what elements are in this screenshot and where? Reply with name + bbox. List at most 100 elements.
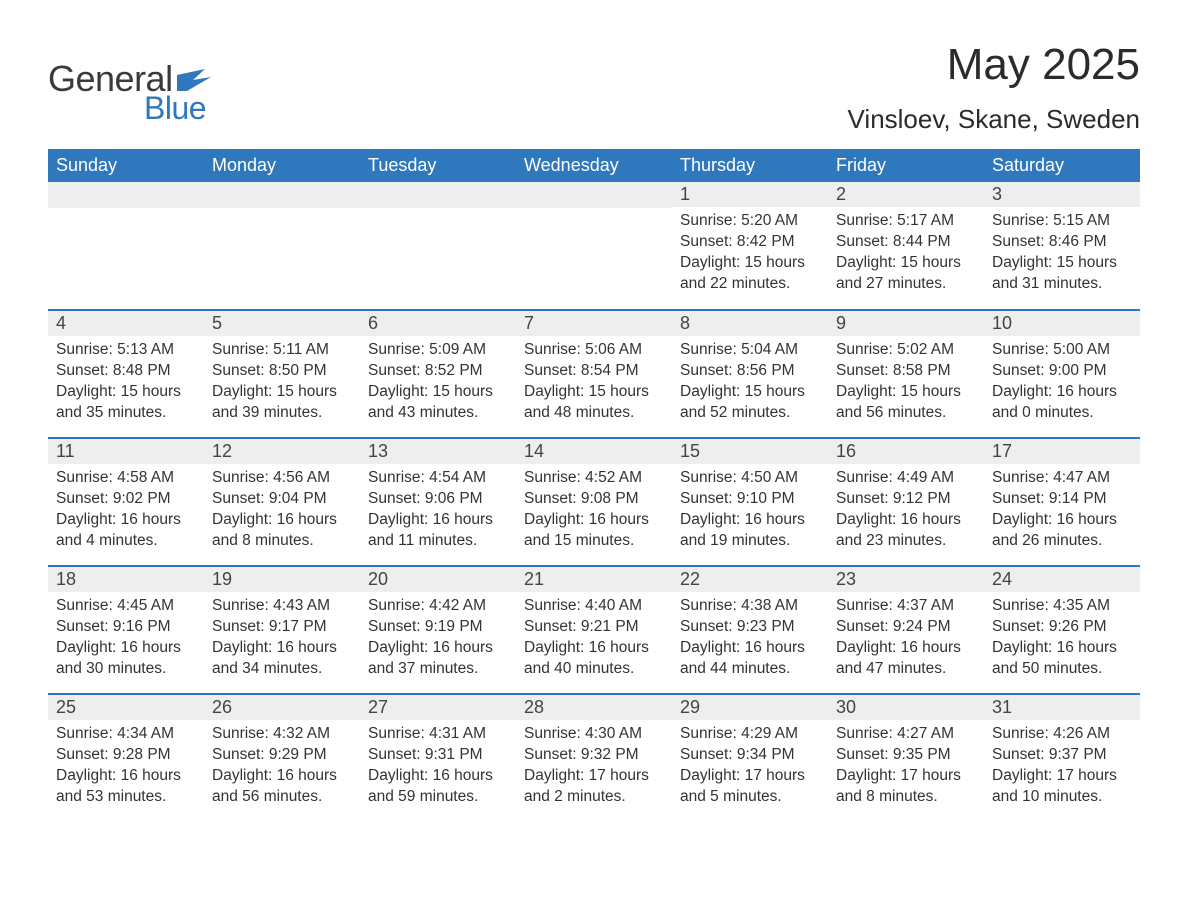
day-body: Sunrise: 4:27 AMSunset: 9:35 PMDaylight:…: [828, 720, 984, 814]
sunrise-text: Sunrise: 4:37 AM: [836, 596, 976, 617]
day-number: 28: [516, 695, 672, 720]
calendar-cell: 31Sunrise: 4:26 AMSunset: 9:37 PMDayligh…: [984, 694, 1140, 822]
sunrise-text: Sunrise: 4:40 AM: [524, 596, 664, 617]
daylight-text: Daylight: 15 hours and 31 minutes.: [992, 253, 1132, 295]
day-number: 4: [48, 311, 204, 336]
day-number: 14: [516, 439, 672, 464]
day-number-empty: [516, 182, 672, 208]
day-body: Sunrise: 5:17 AMSunset: 8:44 PMDaylight:…: [828, 207, 984, 301]
day-number: 22: [672, 567, 828, 592]
day-number: 3: [984, 182, 1140, 207]
calendar-cell: 13Sunrise: 4:54 AMSunset: 9:06 PMDayligh…: [360, 438, 516, 566]
calendar-cell: [204, 182, 360, 310]
sunset-text: Sunset: 9:31 PM: [368, 745, 508, 766]
daylight-text: Daylight: 16 hours and 8 minutes.: [212, 510, 352, 552]
day-body: Sunrise: 4:32 AMSunset: 9:29 PMDaylight:…: [204, 720, 360, 814]
sunrise-text: Sunrise: 4:43 AM: [212, 596, 352, 617]
sunset-text: Sunset: 9:00 PM: [992, 361, 1132, 382]
day-body: Sunrise: 4:42 AMSunset: 9:19 PMDaylight:…: [360, 592, 516, 686]
day-number: 21: [516, 567, 672, 592]
day-number: 31: [984, 695, 1140, 720]
day-number-empty: [48, 182, 204, 208]
sunset-text: Sunset: 8:48 PM: [56, 361, 196, 382]
sunrise-text: Sunrise: 4:34 AM: [56, 724, 196, 745]
calendar-cell: 25Sunrise: 4:34 AMSunset: 9:28 PMDayligh…: [48, 694, 204, 822]
day-number: 20: [360, 567, 516, 592]
calendar-cell: [48, 182, 204, 310]
daylight-text: Daylight: 17 hours and 5 minutes.: [680, 766, 820, 808]
day-number: 7: [516, 311, 672, 336]
calendar-cell: 16Sunrise: 4:49 AMSunset: 9:12 PMDayligh…: [828, 438, 984, 566]
sunrise-text: Sunrise: 5:17 AM: [836, 211, 976, 232]
sunset-text: Sunset: 9:26 PM: [992, 617, 1132, 638]
sunset-text: Sunset: 8:54 PM: [524, 361, 664, 382]
weekday-header: Wednesday: [516, 149, 672, 182]
page-header: General Blue May 2025 Vinsloev, Skane, S…: [48, 40, 1140, 135]
day-body: Sunrise: 4:56 AMSunset: 9:04 PMDaylight:…: [204, 464, 360, 558]
day-body: Sunrise: 4:31 AMSunset: 9:31 PMDaylight:…: [360, 720, 516, 814]
day-number: 6: [360, 311, 516, 336]
sunset-text: Sunset: 9:23 PM: [680, 617, 820, 638]
day-body: Sunrise: 4:37 AMSunset: 9:24 PMDaylight:…: [828, 592, 984, 686]
day-number: 1: [672, 182, 828, 207]
weekday-header: Tuesday: [360, 149, 516, 182]
sunset-text: Sunset: 8:44 PM: [836, 232, 976, 253]
sunrise-text: Sunrise: 5:15 AM: [992, 211, 1132, 232]
calendar-table: SundayMondayTuesdayWednesdayThursdayFrid…: [48, 149, 1140, 822]
day-number: 16: [828, 439, 984, 464]
weekday-header: Monday: [204, 149, 360, 182]
sunset-text: Sunset: 9:37 PM: [992, 745, 1132, 766]
sunset-text: Sunset: 9:34 PM: [680, 745, 820, 766]
day-body: Sunrise: 4:29 AMSunset: 9:34 PMDaylight:…: [672, 720, 828, 814]
day-body: Sunrise: 5:06 AMSunset: 8:54 PMDaylight:…: [516, 336, 672, 430]
day-number: 27: [360, 695, 516, 720]
daylight-text: Daylight: 17 hours and 8 minutes.: [836, 766, 976, 808]
day-number-empty: [360, 182, 516, 208]
sunrise-text: Sunrise: 4:26 AM: [992, 724, 1132, 745]
daylight-text: Daylight: 15 hours and 35 minutes.: [56, 382, 196, 424]
daylight-text: Daylight: 16 hours and 53 minutes.: [56, 766, 196, 808]
day-body: Sunrise: 5:20 AMSunset: 8:42 PMDaylight:…: [672, 207, 828, 301]
calendar-cell: 18Sunrise: 4:45 AMSunset: 9:16 PMDayligh…: [48, 566, 204, 694]
calendar-week-row: 11Sunrise: 4:58 AMSunset: 9:02 PMDayligh…: [48, 438, 1140, 566]
day-number: 10: [984, 311, 1140, 336]
daylight-text: Daylight: 16 hours and 15 minutes.: [524, 510, 664, 552]
daylight-text: Daylight: 15 hours and 52 minutes.: [680, 382, 820, 424]
sunset-text: Sunset: 9:02 PM: [56, 489, 196, 510]
day-body: Sunrise: 4:47 AMSunset: 9:14 PMDaylight:…: [984, 464, 1140, 558]
daylight-text: Daylight: 16 hours and 59 minutes.: [368, 766, 508, 808]
calendar-week-row: 1Sunrise: 5:20 AMSunset: 8:42 PMDaylight…: [48, 182, 1140, 310]
day-body: Sunrise: 4:43 AMSunset: 9:17 PMDaylight:…: [204, 592, 360, 686]
daylight-text: Daylight: 16 hours and 34 minutes.: [212, 638, 352, 680]
calendar-cell: 26Sunrise: 4:32 AMSunset: 9:29 PMDayligh…: [204, 694, 360, 822]
sunset-text: Sunset: 8:46 PM: [992, 232, 1132, 253]
calendar-cell: 19Sunrise: 4:43 AMSunset: 9:17 PMDayligh…: [204, 566, 360, 694]
logo: General Blue: [48, 58, 211, 127]
sunrise-text: Sunrise: 4:27 AM: [836, 724, 976, 745]
day-body: Sunrise: 4:45 AMSunset: 9:16 PMDaylight:…: [48, 592, 204, 686]
day-number: 2: [828, 182, 984, 207]
calendar-cell: [360, 182, 516, 310]
calendar-cell: 15Sunrise: 4:50 AMSunset: 9:10 PMDayligh…: [672, 438, 828, 566]
day-number: 15: [672, 439, 828, 464]
day-number: 8: [672, 311, 828, 336]
weekday-header: Saturday: [984, 149, 1140, 182]
calendar-cell: 2Sunrise: 5:17 AMSunset: 8:44 PMDaylight…: [828, 182, 984, 310]
location-text: Vinsloev, Skane, Sweden: [848, 104, 1140, 135]
sunrise-text: Sunrise: 5:20 AM: [680, 211, 820, 232]
daylight-text: Daylight: 16 hours and 11 minutes.: [368, 510, 508, 552]
calendar-cell: 30Sunrise: 4:27 AMSunset: 9:35 PMDayligh…: [828, 694, 984, 822]
day-body: Sunrise: 4:30 AMSunset: 9:32 PMDaylight:…: [516, 720, 672, 814]
sunset-text: Sunset: 9:28 PM: [56, 745, 196, 766]
day-body: Sunrise: 5:04 AMSunset: 8:56 PMDaylight:…: [672, 336, 828, 430]
day-body: Sunrise: 5:13 AMSunset: 8:48 PMDaylight:…: [48, 336, 204, 430]
sunrise-text: Sunrise: 4:52 AM: [524, 468, 664, 489]
sunrise-text: Sunrise: 5:09 AM: [368, 340, 508, 361]
day-body: Sunrise: 4:40 AMSunset: 9:21 PMDaylight:…: [516, 592, 672, 686]
daylight-text: Daylight: 16 hours and 56 minutes.: [212, 766, 352, 808]
weekday-header: Sunday: [48, 149, 204, 182]
day-number: 11: [48, 439, 204, 464]
sunrise-text: Sunrise: 4:47 AM: [992, 468, 1132, 489]
calendar-cell: 22Sunrise: 4:38 AMSunset: 9:23 PMDayligh…: [672, 566, 828, 694]
sunset-text: Sunset: 9:12 PM: [836, 489, 976, 510]
